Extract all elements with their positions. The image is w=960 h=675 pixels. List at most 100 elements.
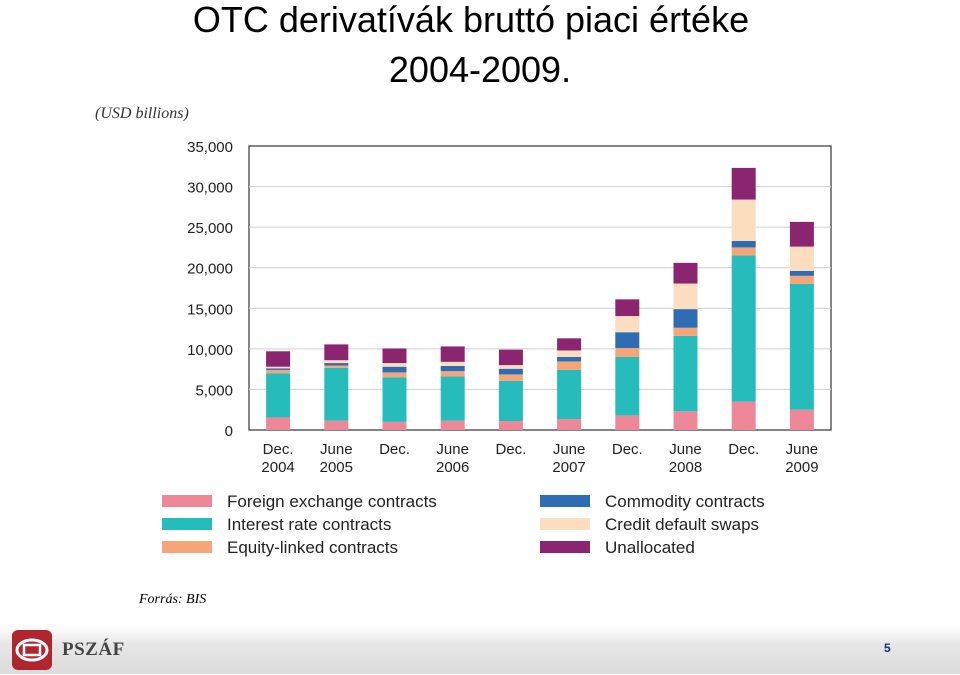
y-tick-label: 5,000	[195, 382, 233, 399]
legend-swatch	[540, 518, 590, 530]
stacked-bar-chart: 0 5,000 10,000 15,000 20,000 25,000 30,000 35,0…	[95, 105, 832, 557]
bar-segment	[789, 270, 814, 276]
bar-segment	[324, 365, 349, 368]
bar-segment	[673, 335, 698, 412]
bar-segment	[557, 338, 582, 351]
slide-title-line1: OTC derivatívák bruttó piaci értéke	[192, 0, 750, 40]
y-tick-label: 15,000	[187, 301, 233, 318]
x-tick-label: June	[786, 441, 819, 458]
legend-label: Unallocated	[605, 538, 695, 557]
bar-segment	[440, 365, 465, 372]
x-tick-label: June	[320, 441, 353, 458]
bar-segment	[440, 346, 465, 362]
legend-label: Foreign exchange contracts	[227, 492, 437, 511]
x-tick-label: 2009	[785, 459, 818, 476]
x-tick-label: Dec.	[263, 441, 294, 458]
bar-segment	[324, 367, 349, 421]
bar-segment	[498, 368, 523, 375]
bar-segment	[382, 377, 407, 422]
bar-segment	[266, 351, 291, 367]
bar-segment	[789, 275, 814, 284]
x-tick-label: 2005	[320, 459, 353, 476]
bar-segment	[673, 411, 698, 430]
bar-segment	[382, 372, 407, 378]
bar-segment	[673, 309, 698, 328]
bar-segment	[615, 348, 640, 357]
bar-segment	[440, 371, 465, 377]
bar-segment	[382, 363, 407, 367]
source-note: Forrás: BIS	[139, 592, 207, 607]
y-tick-label: 25,000	[187, 220, 233, 237]
bar-segment	[382, 348, 407, 364]
bar-segment	[266, 417, 291, 430]
bar-segment	[440, 376, 465, 421]
bar-segment	[382, 366, 407, 373]
x-tick-label: 2006	[436, 459, 469, 476]
bar-segment	[615, 415, 640, 430]
bar-segment	[498, 374, 523, 381]
bar-segment	[266, 369, 291, 374]
legend-label: Commodity contracts	[605, 492, 765, 511]
bar-segment	[382, 421, 407, 430]
legend-swatch	[162, 518, 212, 530]
bar-segment	[324, 420, 349, 430]
bar-segment	[557, 350, 582, 357]
bar-segment	[615, 299, 640, 316]
bar-segment	[673, 327, 698, 336]
bar-segment	[498, 380, 523, 422]
bar-segment	[731, 167, 756, 200]
bar-segment	[557, 369, 582, 420]
bar-segment	[731, 240, 756, 248]
bar-segment	[324, 344, 349, 361]
logo-text: PSZÁF	[62, 639, 125, 660]
bar-segment	[498, 349, 523, 366]
bar-segment	[557, 361, 582, 370]
bar-segment	[673, 283, 698, 310]
bar-segment	[731, 255, 756, 402]
x-tick-label: Dec.	[379, 441, 410, 458]
bar-segment	[731, 401, 756, 430]
y-tick-label: 30,000	[187, 180, 233, 197]
y-tick-label: 10,000	[187, 342, 233, 359]
y-tick-label: 20,000	[187, 261, 233, 278]
bar-segment	[615, 356, 640, 416]
bar-segment	[673, 262, 698, 284]
x-tick-label: June	[553, 441, 586, 458]
bar-segment	[266, 368, 291, 370]
bar-segment	[498, 365, 523, 369]
bar-segment	[615, 315, 640, 333]
x-tick-label: Dec.	[612, 441, 643, 458]
legend-swatch	[162, 495, 212, 507]
bar-segment	[498, 421, 523, 430]
bar-segment	[557, 419, 582, 430]
bar-segment	[324, 363, 349, 366]
legend-swatch	[540, 495, 590, 507]
legend-label: Equity-linked contracts	[227, 538, 398, 557]
x-tick-label: June	[436, 441, 469, 458]
bar-segment	[440, 420, 465, 430]
x-tick-label: June	[669, 441, 702, 458]
bar-segment	[440, 361, 465, 366]
x-tick-label: Dec.	[495, 441, 526, 458]
y-axis-label: (USD billions)	[95, 105, 189, 122]
bar-segment	[324, 360, 349, 364]
x-tick-label: Dec.	[728, 441, 759, 458]
legend-swatch	[162, 541, 212, 553]
y-tick-label: 0	[225, 423, 233, 440]
slide-title-line2: 2004-2009.	[388, 49, 572, 90]
bar-segment	[789, 283, 814, 410]
bar-segment	[615, 332, 640, 349]
pszaf-logo-icon	[12, 630, 52, 670]
y-tick-label: 35,000	[187, 139, 233, 156]
bar-segment	[266, 366, 291, 369]
footer-bar	[0, 626, 960, 674]
x-tick-label: 2007	[552, 459, 585, 476]
bar-segment	[266, 373, 291, 418]
bar-segment	[789, 221, 814, 247]
bar-segment	[731, 199, 756, 241]
legend-swatch	[540, 541, 590, 553]
bar-segment	[557, 356, 582, 362]
x-tick-label: 2008	[669, 459, 702, 476]
legend-label: Interest rate contracts	[227, 515, 391, 534]
bar-segment	[789, 409, 814, 430]
